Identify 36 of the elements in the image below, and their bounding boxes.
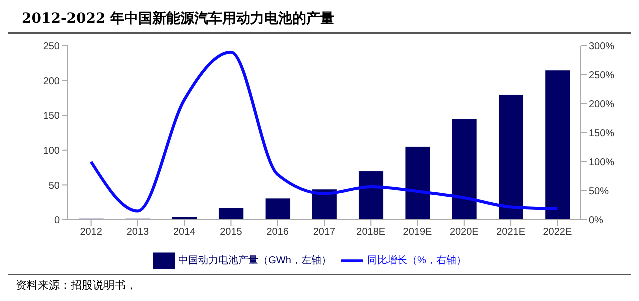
line-series bbox=[90, 50, 560, 213]
bar bbox=[218, 208, 244, 220]
x-tick-label: 2014 bbox=[173, 227, 196, 238]
x-tick-label: 2015 bbox=[220, 227, 243, 238]
chart-title: 2012-2022 年中国新能源汽车用动力电池的产量 bbox=[8, 8, 631, 34]
bar bbox=[498, 94, 524, 220]
y-tick-label: 100 bbox=[43, 146, 60, 157]
bar bbox=[358, 171, 384, 220]
bar bbox=[452, 118, 478, 220]
y2-tick-label: 0% bbox=[589, 216, 604, 227]
bar bbox=[545, 70, 571, 220]
y-tick-label: 0 bbox=[54, 216, 60, 227]
y-tick-label: 250 bbox=[43, 42, 60, 53]
legend-label: 同比增长（%，右轴） bbox=[367, 256, 466, 267]
bar bbox=[405, 146, 431, 220]
x-tick-label: 2017 bbox=[313, 227, 336, 238]
y2-tick-label: 250% bbox=[589, 70, 615, 82]
y2-tick-label: 50% bbox=[589, 186, 610, 198]
x-tick-label: 2013 bbox=[126, 227, 150, 238]
legend-label: 中国动力电池产量（GWh，左轴） bbox=[178, 256, 332, 267]
y-tick-label: 50 bbox=[48, 180, 60, 192]
x-tick-label: 2020E bbox=[450, 227, 480, 238]
x-tick-label: 2021E bbox=[496, 227, 526, 238]
y2-tick-label: 150% bbox=[589, 128, 615, 140]
x-tick-label: 2019E bbox=[403, 227, 433, 238]
y-tick-label: 150 bbox=[43, 111, 60, 122]
text: 资料来源：招股说明书， bbox=[16, 279, 138, 293]
x-tick-label: 2018E bbox=[356, 227, 386, 238]
y-tick-label: 200 bbox=[43, 76, 60, 88]
x-tick-label: 2012 bbox=[80, 227, 103, 238]
x-tick-label: 2022E bbox=[543, 227, 572, 238]
y2-tick-label: 300% bbox=[589, 42, 615, 53]
x-tick-label: 2016 bbox=[266, 227, 290, 238]
y2-tick-label: 100% bbox=[589, 158, 615, 169]
bar bbox=[265, 198, 291, 220]
y2-tick-label: 200% bbox=[589, 100, 615, 111]
